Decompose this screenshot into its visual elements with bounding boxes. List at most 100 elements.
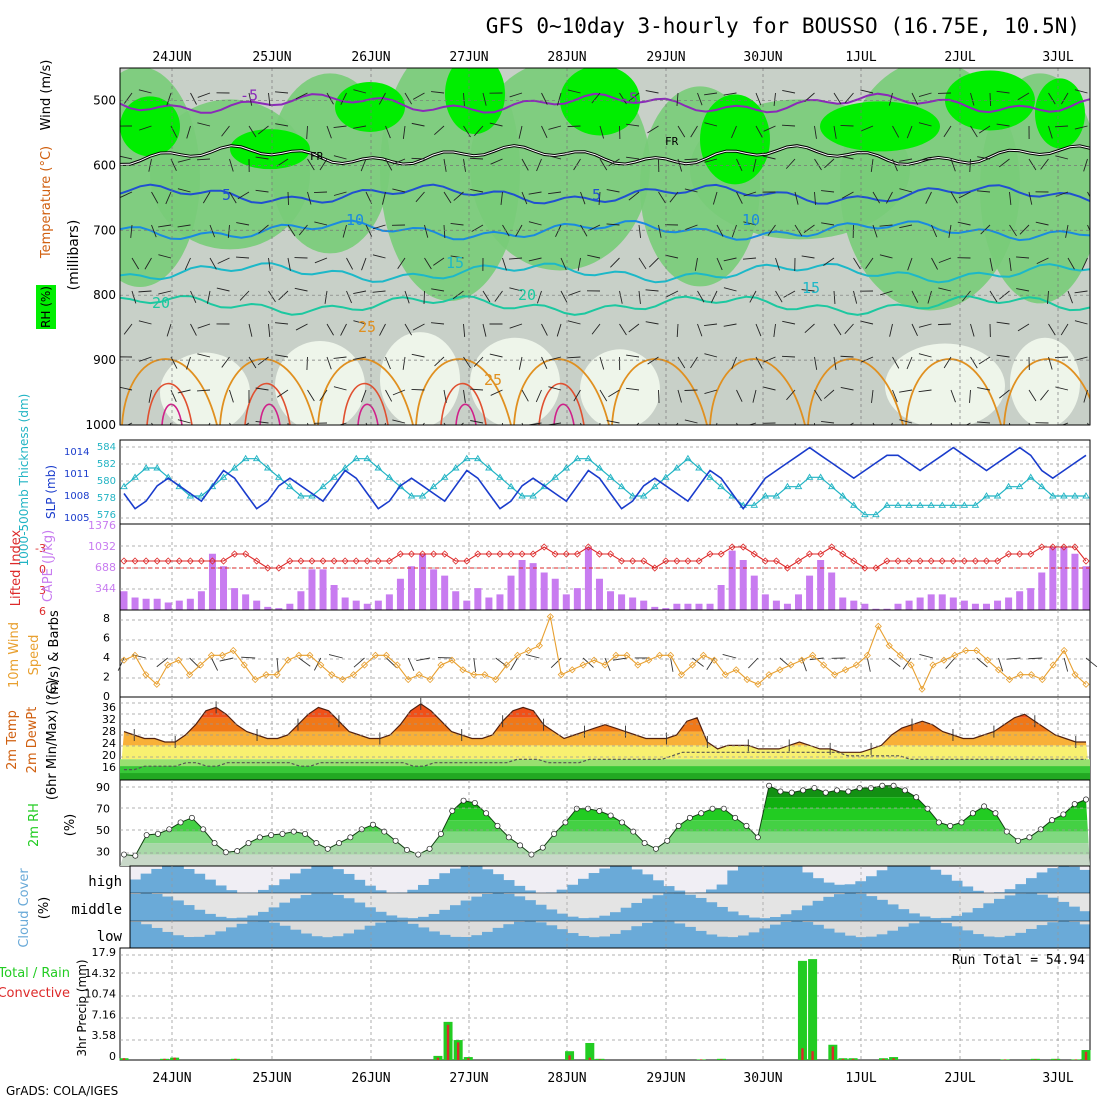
wind-barb	[840, 355, 854, 358]
thickness-point	[1015, 482, 1024, 490]
wind-barb	[392, 419, 406, 424]
lifted-index-point	[805, 550, 814, 558]
cloud-low-bar	[748, 932, 760, 948]
wind-barb	[970, 356, 978, 369]
cape-bar	[297, 591, 305, 610]
lifted-index-point	[1082, 557, 1090, 565]
rh-point	[222, 849, 229, 856]
cape-bar	[153, 598, 161, 610]
wind-barb	[685, 224, 698, 230]
hot-contour	[440, 382, 487, 425]
wind-barb	[170, 389, 177, 403]
lifted-index-point	[352, 557, 360, 565]
cape-bar	[640, 600, 648, 610]
thickness-point	[562, 464, 571, 471]
cloud-low-bar	[492, 927, 504, 948]
cape-bar	[1027, 588, 1035, 610]
wind-barb	[202, 191, 211, 204]
lifted-index-point	[772, 557, 780, 565]
warm-contour	[415, 358, 512, 425]
wind-speed-point	[721, 671, 729, 679]
cloud-high-bar	[908, 866, 920, 893]
wind-barb	[645, 321, 659, 325]
wind-barb	[216, 287, 230, 292]
wind-speed-point	[481, 671, 489, 679]
cloud-axis-label: Cloud Cover	[17, 868, 32, 948]
rh-point	[652, 845, 659, 852]
wind-speed-point	[765, 671, 773, 679]
thickness-point	[861, 510, 869, 518]
lifted-index-point	[264, 564, 272, 572]
wind-barb	[197, 323, 211, 329]
wind-barb	[402, 125, 406, 139]
cape-bar	[330, 585, 338, 610]
thickness-tick-label: 576	[97, 510, 116, 521]
rh-point	[800, 787, 807, 794]
cape-tick-label: 344	[95, 582, 116, 595]
cloud-middle-bar	[748, 917, 760, 921]
cloud-middle-bar	[439, 909, 451, 921]
thickness-point	[418, 492, 427, 499]
wind-barb	[723, 287, 737, 292]
wind-barb	[379, 323, 386, 336]
rh-point	[766, 782, 773, 789]
wind-speed-point	[994, 666, 1003, 674]
cape-bar	[673, 603, 681, 610]
thickness-point	[496, 473, 504, 480]
wind-barb	[814, 125, 817, 139]
top-date-label: 29JUN	[646, 50, 685, 65]
wind-barb	[528, 221, 542, 226]
wind-barb	[248, 323, 253, 337]
wind-barb	[166, 92, 172, 106]
wind-barb	[1028, 158, 1037, 171]
wind-barb	[976, 657, 988, 668]
cloud-middle-bar	[652, 895, 664, 921]
rh-point	[155, 830, 161, 837]
wind-speed-line	[123, 614, 1087, 691]
rh-point	[607, 812, 614, 819]
thickness-point	[319, 482, 327, 490]
wind-barb	[638, 290, 641, 304]
cloud-low-bar	[290, 929, 302, 948]
wind-barb	[469, 388, 484, 391]
cloud-level-low: low	[97, 929, 123, 945]
cloud-high-bar	[194, 873, 206, 893]
cape-bar	[264, 606, 272, 610]
wind-barb	[999, 389, 1010, 399]
wind-barb	[1019, 224, 1030, 235]
rh-point	[686, 814, 693, 821]
wind-speed-point	[732, 666, 740, 674]
wind-barb	[892, 158, 898, 172]
cape-bar	[783, 603, 791, 610]
wind-barb	[906, 125, 913, 139]
cloud-high-bar	[652, 880, 664, 893]
cloud-low-bar	[1058, 921, 1070, 948]
wind-barb	[736, 389, 743, 402]
cape-bar	[164, 602, 172, 610]
rh-point	[211, 840, 218, 847]
precip-convective-bar	[467, 1058, 470, 1060]
rh-point	[200, 826, 207, 833]
wind-barb	[970, 323, 975, 337]
cloud-low-bar	[247, 921, 259, 948]
lifted-index-point	[407, 550, 416, 558]
cloud-middle-bar	[588, 917, 600, 921]
li-tick-label: 6	[39, 605, 46, 618]
wind-barb	[453, 191, 464, 201]
wind-barb	[911, 92, 919, 105]
cloud-low-bar	[855, 937, 867, 948]
cloud-high-bar	[375, 890, 387, 893]
wind-barb	[126, 422, 133, 425]
rh-point	[1026, 834, 1033, 841]
wind-barb	[434, 125, 445, 136]
cloud-low-bar	[343, 933, 355, 948]
rh-tick-label: 30	[96, 846, 110, 859]
rh-point	[856, 785, 863, 791]
wind-barb	[123, 92, 133, 104]
wind-barb	[821, 222, 835, 226]
wind-barb	[257, 125, 269, 135]
wind-barb	[189, 657, 200, 669]
rh-point	[822, 789, 829, 796]
wind-barb	[1067, 257, 1075, 270]
thickness-point	[440, 473, 449, 480]
